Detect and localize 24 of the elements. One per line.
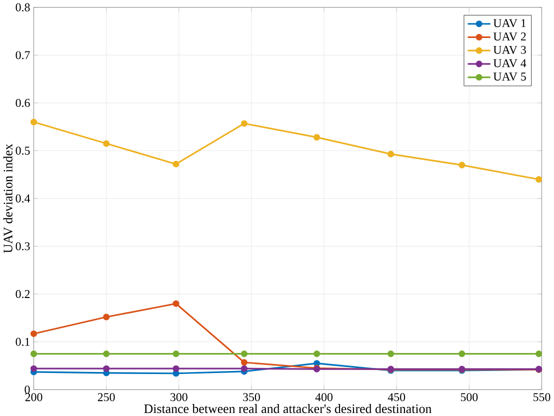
x-tick-label: 200 bbox=[25, 392, 42, 401]
y-tick-label: 0.1 bbox=[16, 338, 30, 346]
y-tick-label: 0.5 bbox=[16, 146, 30, 155]
x-axis-title: Distance between real and attacker's desired destination bbox=[144, 404, 432, 413]
y-tick-label: 0.2 bbox=[16, 290, 30, 298]
x-tick-label: 400 bbox=[315, 392, 333, 401]
x-tick-label: 250 bbox=[98, 392, 115, 401]
legend-label: UAV 4 bbox=[493, 59, 526, 68]
y-tick-label: 0.6 bbox=[16, 98, 30, 107]
x-tick-label: 450 bbox=[388, 392, 406, 401]
y-tick-label: 0.8 bbox=[16, 3, 30, 12]
y-axis-title: UAV deviation index bbox=[3, 144, 12, 253]
legend-label: UAV 3 bbox=[493, 46, 526, 54]
y-tick-label: 0.3 bbox=[16, 242, 30, 250]
x-tick-label: 550 bbox=[533, 392, 550, 401]
y-tick-label: 0.7 bbox=[16, 50, 30, 59]
legend-label: UAV 1 bbox=[493, 18, 526, 28]
legend-label: UAV 5 bbox=[493, 72, 526, 80]
legend-label: UAV 2 bbox=[493, 32, 526, 40]
y-tick-label: 0 bbox=[24, 385, 30, 394]
x-tick-label: 300 bbox=[170, 392, 188, 401]
x-tick-label: 500 bbox=[460, 392, 478, 401]
y-tick-label: 0.4 bbox=[16, 194, 30, 202]
x-tick-label: 350 bbox=[243, 392, 260, 401]
